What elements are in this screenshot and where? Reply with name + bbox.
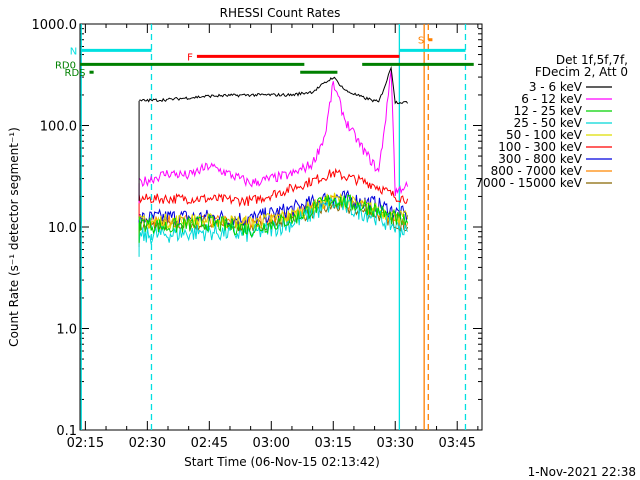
- x-tick-label: 02:45: [191, 436, 228, 451]
- legend-entry-label: 100 - 300 keV: [498, 140, 582, 154]
- y-axis-label: Count Rate (s⁻¹ detector segment⁻¹): [7, 127, 21, 347]
- legend-entry-label: 50 - 100 keV: [506, 128, 583, 142]
- legend-entry-label: 800 - 7000 keV: [491, 164, 583, 178]
- series-group: [138, 65, 409, 257]
- marker-label-n: N: [70, 46, 77, 57]
- legend-entry-label: 6 - 12 keV: [521, 92, 583, 106]
- legend-entry-label: 25 - 50 keV: [514, 116, 583, 130]
- legend-header-line: FDecim 2, Att 0: [535, 65, 628, 79]
- x-axis-label: Start Time (06-Nov-15 02:13:42): [184, 455, 380, 469]
- x-tick-label: 03:45: [438, 436, 475, 451]
- x-tick-label: 02:15: [67, 436, 104, 451]
- series-line-300to800keV: [139, 189, 409, 227]
- x-tick-label: 03:30: [377, 436, 414, 451]
- y-tick-label: 100.0: [40, 120, 77, 135]
- x-tick-label: 02:30: [129, 436, 166, 451]
- legend-entry-label: 3 - 6 keV: [529, 80, 583, 94]
- legend-entry-label: 7000 - 15000 keV: [475, 176, 582, 190]
- chart-title: RHESSI Count Rates: [220, 6, 341, 20]
- series-line-12to25keV: [138, 193, 409, 238]
- legend-header-line: Det 1f,5f,7f,: [556, 53, 628, 67]
- marker-label-rd0: RD0: [55, 60, 76, 71]
- y-tick-label: 10.0: [48, 221, 77, 236]
- marker-label-s: S: [418, 36, 424, 47]
- footer-date: 1-Nov-2021 22:38: [528, 465, 636, 479]
- y-tick-label: 1.0: [56, 323, 77, 338]
- y-tick-label: 1000.0: [32, 18, 78, 33]
- x-tick-label: 03:15: [315, 436, 352, 451]
- legend-entry-label: 12 - 25 keV: [514, 104, 583, 118]
- series-line-6to12keV: [138, 70, 409, 197]
- series-line-100to300keV: [138, 167, 409, 208]
- legend-entry-label: 300 - 800 keV: [498, 152, 582, 166]
- marker-label-f: F: [187, 52, 193, 63]
- series-line-7000to15000keV: [138, 201, 409, 234]
- y-tick-label: 0.1: [56, 424, 77, 439]
- marker-label-rds: RDS: [65, 68, 86, 79]
- x-tick-label: 03:00: [253, 436, 290, 451]
- series-line-3to6keV: [138, 65, 409, 105]
